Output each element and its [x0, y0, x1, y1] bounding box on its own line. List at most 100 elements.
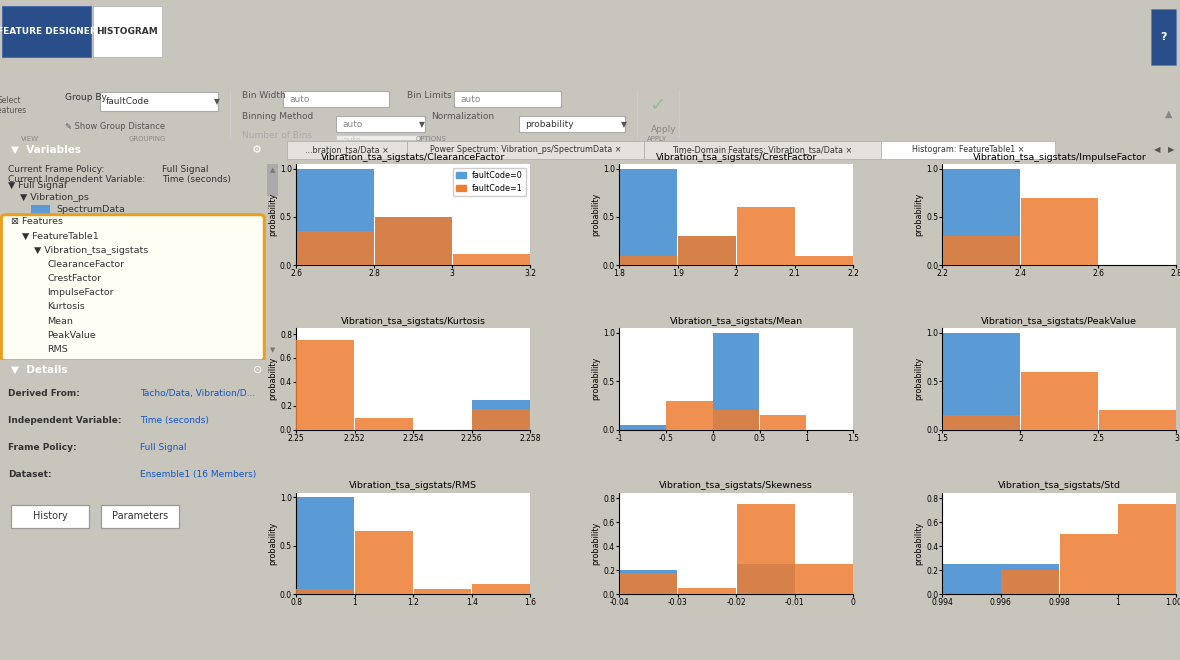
Bar	[1001, 564, 1060, 594]
Text: VIEW: VIEW	[20, 136, 39, 142]
Text: ⊠ Features: ⊠ Features	[11, 217, 64, 226]
Text: ✎ Show Group Distance: ✎ Show Group Distance	[65, 122, 165, 131]
Text: auto: auto	[342, 136, 361, 145]
Text: ClearanceFactor: ClearanceFactor	[47, 260, 125, 269]
FancyBboxPatch shape	[1, 214, 264, 361]
Text: Time-Domain Features: Vibration_tsa/Data ×: Time-Domain Features: Vibration_tsa/Data…	[673, 145, 852, 154]
Bar	[760, 415, 806, 430]
Bar	[880, 141, 1055, 158]
Text: HISTOGRAM: HISTOGRAM	[97, 27, 158, 36]
Text: ◀: ◀	[1154, 145, 1161, 154]
Text: ?: ?	[1160, 32, 1167, 42]
Text: ▼: ▼	[214, 98, 219, 106]
Text: Time (seconds): Time (seconds)	[162, 175, 231, 183]
Text: auto: auto	[342, 119, 362, 129]
Bar	[472, 584, 530, 594]
Bar	[644, 141, 880, 158]
Bar	[678, 236, 736, 265]
Text: Parameters: Parameters	[112, 511, 168, 521]
Title: Vibration_tsa_sigstats/Std: Vibration_tsa_sigstats/Std	[998, 481, 1121, 490]
Title: Vibration_tsa_sigstats/RMS: Vibration_tsa_sigstats/RMS	[349, 481, 477, 490]
Title: Vibration_tsa_sigstats/CrestFactor: Vibration_tsa_sigstats/CrestFactor	[656, 152, 817, 162]
Text: Current Independent Variable:: Current Independent Variable:	[8, 175, 145, 183]
Bar	[283, 91, 389, 107]
Bar	[736, 207, 794, 265]
Text: ▲: ▲	[1166, 108, 1173, 119]
Text: Tacho/Data, Vibration/D...: Tacho/Data, Vibration/D...	[139, 389, 255, 398]
Bar	[472, 400, 530, 430]
Y-axis label: probability: probability	[268, 521, 277, 565]
Bar	[1001, 570, 1060, 594]
Bar	[795, 564, 853, 594]
Bar	[413, 589, 472, 594]
Bar	[11, 505, 90, 528]
Bar	[736, 564, 794, 594]
Text: Independent Variable:: Independent Variable:	[8, 416, 122, 425]
Title: Vibration_tsa_sigstats/Kurtosis: Vibration_tsa_sigstats/Kurtosis	[341, 317, 486, 326]
Text: Full Signal: Full Signal	[162, 165, 209, 174]
Text: ⊙: ⊙	[253, 364, 262, 375]
Bar	[943, 415, 1020, 430]
Text: RMS: RMS	[47, 345, 68, 354]
Text: Dataset:: Dataset:	[8, 470, 52, 479]
Text: ▼ Vibration_ps: ▼ Vibration_ps	[20, 193, 88, 202]
Text: ▼ FeatureTable1: ▼ FeatureTable1	[22, 232, 99, 240]
Text: FEATURE DESIGNER: FEATURE DESIGNER	[0, 27, 97, 36]
Bar	[713, 411, 760, 430]
Legend: faultCode=0, faultCode=1: faultCode=0, faultCode=1	[453, 168, 526, 196]
Y-axis label: probability: probability	[914, 193, 923, 236]
Text: ▼: ▼	[270, 346, 275, 352]
Y-axis label: probability: probability	[591, 193, 601, 236]
Text: Frame Policy:: Frame Policy:	[8, 443, 77, 452]
Text: Bin Limits: Bin Limits	[407, 90, 452, 100]
Bar	[472, 409, 530, 430]
Text: ▼ Full Signal: ▼ Full Signal	[8, 182, 67, 190]
Bar	[2, 6, 91, 57]
Y-axis label: probability: probability	[268, 193, 277, 236]
Bar	[795, 255, 853, 265]
Text: ▶: ▶	[1168, 145, 1174, 154]
Text: ✓: ✓	[649, 96, 666, 115]
Text: Features: Features	[0, 106, 26, 116]
Bar	[355, 531, 413, 594]
Bar	[620, 425, 666, 430]
Text: ▼: ▼	[419, 119, 425, 129]
Bar	[519, 116, 625, 132]
Bar	[407, 141, 644, 158]
Text: OPTIONS: OPTIONS	[415, 136, 446, 142]
Text: Derived From:: Derived From:	[8, 389, 80, 398]
Text: ▼  Details: ▼ Details	[11, 364, 67, 375]
Bar	[453, 253, 530, 265]
Text: auto: auto	[460, 95, 480, 104]
Bar	[374, 217, 452, 265]
Bar	[336, 135, 419, 147]
Text: ⚙: ⚙	[253, 145, 262, 155]
Y-axis label: probability: probability	[914, 521, 923, 565]
Bar	[267, 164, 278, 196]
Text: Power Spectrum: Vibration_ps/SpectrumData ×: Power Spectrum: Vibration_ps/SpectrumDat…	[430, 145, 622, 154]
Text: Number of Bins: Number of Bins	[242, 131, 312, 140]
Y-axis label: probability: probability	[591, 521, 601, 565]
Text: SpectrumData: SpectrumData	[55, 205, 125, 214]
Text: ImpulseFactor: ImpulseFactor	[47, 288, 114, 297]
Bar	[1060, 535, 1117, 594]
Text: Apply: Apply	[651, 125, 677, 134]
Bar	[620, 570, 677, 594]
Text: Ensemble1 (16 Members): Ensemble1 (16 Members)	[139, 470, 256, 479]
Bar	[1119, 504, 1176, 594]
Bar	[1021, 197, 1099, 265]
Bar	[296, 498, 354, 594]
Bar	[667, 401, 713, 430]
Bar	[943, 236, 1020, 265]
Text: Normalization: Normalization	[431, 112, 493, 121]
Text: probability: probability	[525, 119, 573, 129]
Title: Vibration_tsa_sigstats/ClearanceFactor: Vibration_tsa_sigstats/ClearanceFactor	[321, 152, 505, 162]
Text: Group By: Group By	[65, 93, 106, 102]
Text: GROUPING: GROUPING	[129, 136, 166, 142]
Text: Select: Select	[0, 96, 21, 105]
Text: Binning Method: Binning Method	[242, 112, 313, 121]
Bar	[620, 255, 677, 265]
Bar	[31, 205, 51, 214]
Text: Histogram: FeatureTable1 ×: Histogram: FeatureTable1 ×	[912, 145, 1024, 154]
Bar	[1099, 411, 1176, 430]
